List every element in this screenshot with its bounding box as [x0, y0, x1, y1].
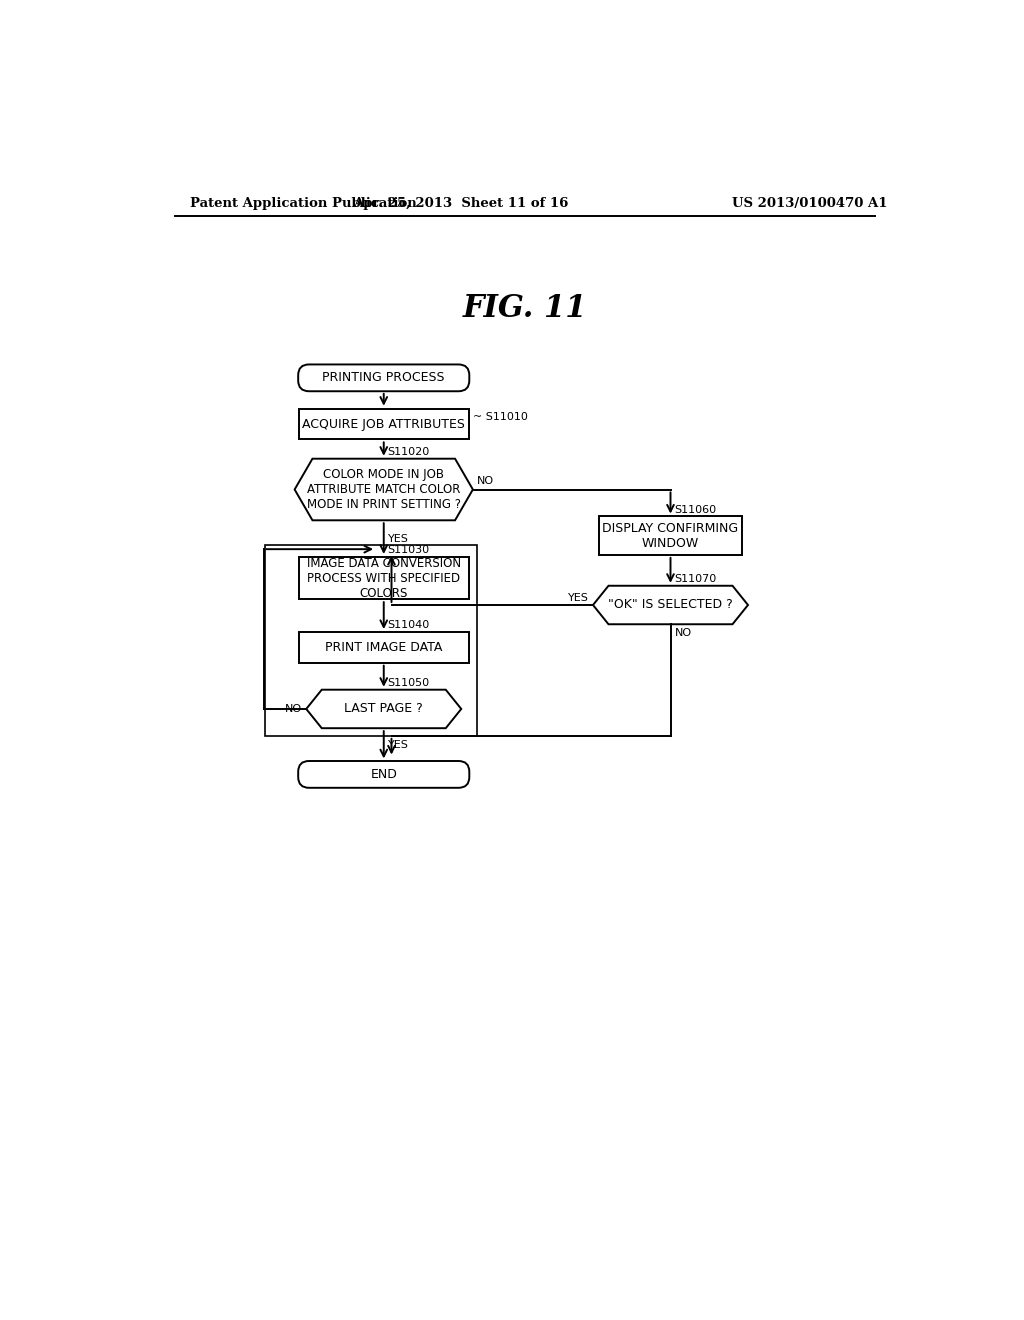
Bar — [265, 545, 477, 737]
FancyBboxPatch shape — [298, 364, 469, 391]
Text: NO: NO — [675, 628, 691, 638]
Text: END: END — [371, 768, 397, 781]
Bar — [299, 409, 469, 440]
Text: S11020: S11020 — [388, 447, 430, 457]
Text: NO: NO — [286, 704, 302, 714]
Text: ACQUIRE JOB ATTRIBUTES: ACQUIRE JOB ATTRIBUTES — [302, 417, 465, 430]
Text: S11050: S11050 — [388, 678, 430, 688]
Bar — [299, 632, 469, 663]
Text: IMAGE DATA CONVERSION
PROCESS WITH SPECIFIED
COLORS: IMAGE DATA CONVERSION PROCESS WITH SPECI… — [306, 557, 461, 599]
Text: S11040: S11040 — [388, 620, 430, 631]
Text: PRINTING PROCESS: PRINTING PROCESS — [323, 371, 445, 384]
Text: Apr. 25, 2013  Sheet 11 of 16: Apr. 25, 2013 Sheet 11 of 16 — [353, 197, 569, 210]
Polygon shape — [295, 459, 473, 520]
Text: PRINT IMAGE DATA: PRINT IMAGE DATA — [325, 640, 442, 653]
Text: Patent Application Publication: Patent Application Publication — [190, 197, 417, 210]
Text: YES: YES — [388, 739, 409, 750]
Bar — [599, 516, 742, 554]
Text: "OK" IS SELECTED ?: "OK" IS SELECTED ? — [608, 598, 733, 611]
Polygon shape — [593, 586, 748, 624]
Polygon shape — [306, 689, 461, 729]
Text: S11060: S11060 — [675, 506, 717, 515]
Text: YES: YES — [388, 533, 409, 544]
Text: LAST PAGE ?: LAST PAGE ? — [344, 702, 423, 715]
Text: ~ S11010: ~ S11010 — [473, 412, 527, 422]
Text: YES: YES — [568, 593, 589, 603]
Text: FIG. 11: FIG. 11 — [463, 293, 587, 323]
Text: COLOR MODE IN JOB
ATTRIBUTE MATCH COLOR
MODE IN PRINT SETTING ?: COLOR MODE IN JOB ATTRIBUTE MATCH COLOR … — [307, 469, 461, 511]
Text: S11070: S11070 — [675, 574, 717, 585]
Text: US 2013/0100470 A1: US 2013/0100470 A1 — [732, 197, 888, 210]
Text: S11030: S11030 — [388, 545, 430, 556]
Text: DISPLAY CONFIRMING
WINDOW: DISPLAY CONFIRMING WINDOW — [602, 521, 738, 549]
Bar — [299, 557, 469, 599]
FancyBboxPatch shape — [298, 762, 469, 788]
Text: NO: NO — [477, 477, 494, 487]
